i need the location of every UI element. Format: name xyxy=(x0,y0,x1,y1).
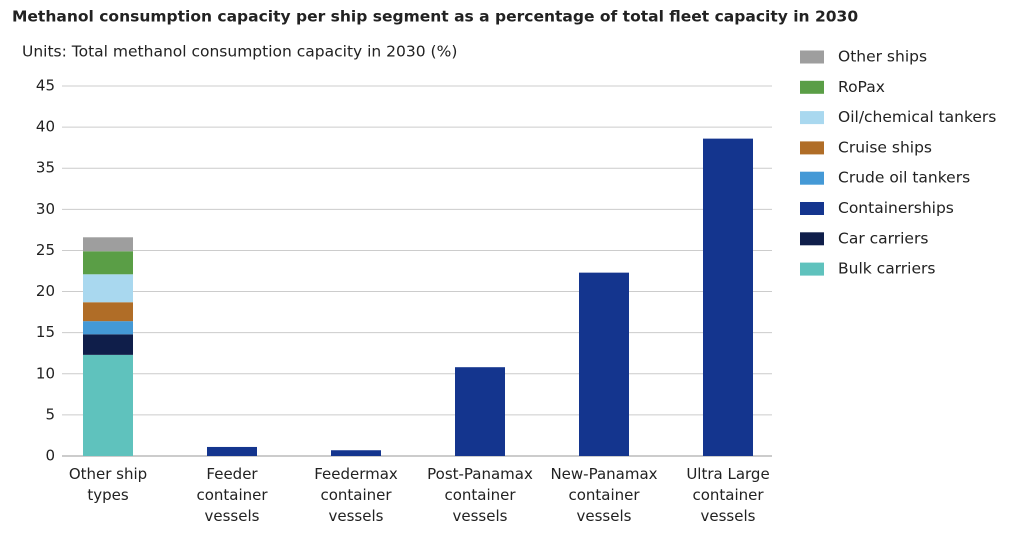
x-tick-label: Ultra Large container vessels xyxy=(686,465,770,525)
bar-segment xyxy=(83,237,133,252)
bar-segment xyxy=(703,138,753,456)
bar-segment xyxy=(455,367,505,456)
bar-segment xyxy=(83,354,133,456)
legend-label: RoPax xyxy=(838,78,885,96)
y-tick-label: 0 xyxy=(45,447,55,465)
legend-swatch xyxy=(800,232,824,246)
y-tick-label: 25 xyxy=(36,241,55,259)
y-tick-label: 20 xyxy=(36,282,55,300)
legend-label: Cruise ships xyxy=(838,138,932,156)
legend-swatch xyxy=(800,171,824,185)
legend-swatch xyxy=(800,262,824,276)
legend-label: Other ships xyxy=(838,48,927,66)
chart-subtitle: Units: Total methanol consumption capaci… xyxy=(22,43,457,61)
y-tick-label: 5 xyxy=(45,405,55,423)
legend-label: Bulk carriers xyxy=(838,260,935,278)
x-tick-label: Other ship types xyxy=(68,465,148,504)
bar-segment xyxy=(207,446,257,456)
bar-segment xyxy=(331,450,381,456)
y-tick-label: 45 xyxy=(36,77,55,95)
x-tick-label: New-Panamax container vessels xyxy=(550,465,658,525)
x-tick-label: Post-Panamax container vessels xyxy=(427,465,533,525)
y-tick-label: 35 xyxy=(36,159,55,177)
x-tick-label: Feedermax container vessels xyxy=(314,465,398,525)
bar-segment xyxy=(83,251,133,275)
bar-segment xyxy=(83,334,133,355)
legend-swatch xyxy=(800,141,824,155)
legend-swatch xyxy=(800,111,824,125)
bar-segment xyxy=(83,321,133,335)
legend-label: Oil/chemical tankers xyxy=(838,108,996,126)
legend-label: Car carriers xyxy=(838,229,928,247)
bar-segment xyxy=(83,274,133,303)
y-tick-label: 10 xyxy=(36,364,55,382)
legend-swatch xyxy=(800,202,824,215)
y-tick-label: 15 xyxy=(36,323,55,341)
bar-segment xyxy=(83,302,133,322)
legend-swatch xyxy=(800,50,824,64)
y-tick-label: 30 xyxy=(36,200,55,218)
bar-segment xyxy=(579,272,629,456)
chart-title: Methanol consumption capacity per ship s… xyxy=(12,8,858,26)
legend-label: Containerships xyxy=(838,199,954,217)
legend-label: Crude oil tankers xyxy=(838,169,970,187)
x-tick-label: Feeder container vessels xyxy=(196,465,268,525)
legend-swatch xyxy=(800,80,824,94)
y-tick-label: 40 xyxy=(36,118,55,136)
